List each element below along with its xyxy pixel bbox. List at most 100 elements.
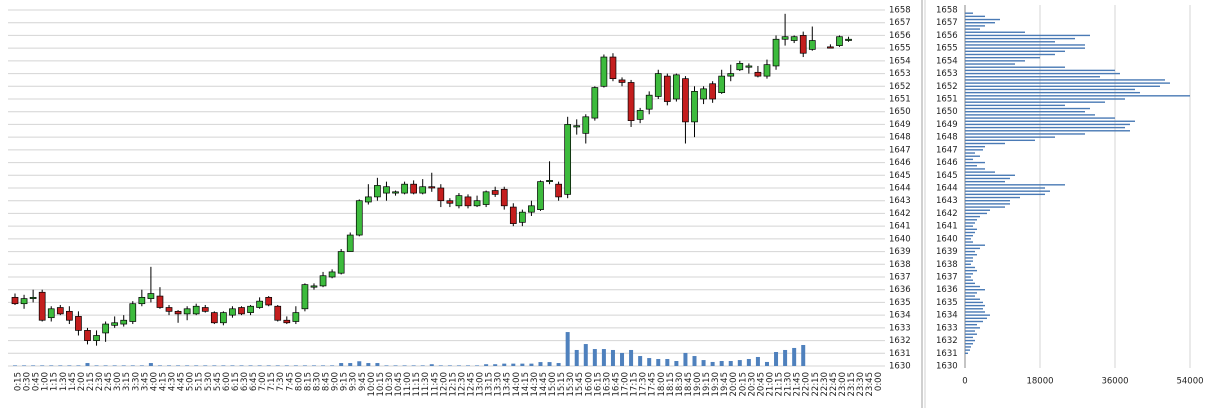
y-tick-label: 1654 (889, 56, 911, 66)
x-tick-label: 21:00 (765, 372, 775, 397)
x-tick-label: 12:30 (457, 372, 467, 397)
x-tick-label: 6:15 (231, 372, 241, 391)
y-tick-label: 1648 (936, 133, 958, 143)
candle-body (374, 185, 381, 198)
x-tick-label: 10:30 (385, 372, 395, 397)
x-tick-label: 4:30 (168, 372, 178, 391)
volume-bar (76, 365, 81, 366)
profile-bar (965, 279, 973, 281)
x-tick-label: 23:00 (838, 372, 848, 397)
candle-body (93, 335, 100, 341)
candle-body (519, 211, 526, 223)
y-tick-label: 1630 (936, 362, 958, 372)
volume-bar (94, 365, 99, 366)
volume-bar (302, 365, 307, 366)
profile-bar (965, 333, 977, 335)
profile-bar (965, 273, 973, 275)
x-tick-label: 22:45 (829, 372, 839, 397)
candle-body (247, 305, 254, 313)
x-tick-label: 1:15 (50, 372, 60, 391)
profile-bar (965, 123, 1130, 126)
volume-bar (638, 356, 643, 366)
volume-bar (529, 363, 534, 366)
x-tick-label: 18:30 (675, 372, 685, 397)
volume-bar (538, 362, 543, 366)
volume-bar (629, 349, 634, 366)
candle-body (183, 308, 191, 315)
profile-bar (965, 37, 1075, 40)
volume-bar (85, 363, 90, 366)
candle-body (428, 186, 436, 189)
profile-bar (965, 190, 1050, 192)
x-tick-label: 16:45 (611, 372, 621, 397)
profile-bar (965, 15, 985, 18)
profile-bar (965, 187, 1045, 189)
profile-bar (965, 247, 980, 250)
candle-body (138, 296, 146, 305)
candle-body (174, 310, 182, 315)
x-tick-label: 8:30 (312, 372, 322, 391)
profile-bar (965, 289, 985, 291)
volume-bar (366, 363, 371, 366)
volume-bar (429, 364, 434, 366)
profile-bar (965, 25, 985, 27)
x-tick-label: 21:30 (784, 372, 794, 397)
y-tick-label: 1652 (936, 82, 958, 92)
x-tick-label: 15:00 (548, 372, 558, 397)
volume-bar (13, 365, 17, 366)
x-tick-label: 5:15 (195, 372, 205, 391)
x-tick-label: 10:15 (376, 372, 386, 397)
candle-body (328, 271, 336, 278)
candle-body (401, 183, 408, 194)
volume-bar (176, 365, 181, 366)
candle-body (500, 188, 508, 207)
profile-bar (965, 69, 1115, 72)
x-tick-label: 21:15 (775, 372, 785, 397)
x-tick-label: 16:15 (593, 372, 603, 397)
profile-bar (965, 231, 975, 234)
x-tick-label: 20:30 (747, 372, 757, 397)
volume-bar (719, 361, 724, 366)
x-tick-label: 10:45 (394, 372, 404, 397)
x-tick-label: 3:45 (140, 372, 150, 391)
volume-bar (311, 365, 316, 366)
profile-bar (965, 320, 983, 323)
candle-body (229, 308, 236, 316)
candle-body (129, 303, 137, 322)
x-tick-label: 0:30 (23, 372, 33, 391)
x-tick-label: 3:00 (113, 372, 123, 391)
profile-bar (965, 184, 1065, 186)
volume-bar (456, 365, 461, 366)
x-tick-label: 20:15 (738, 372, 748, 397)
volume-bar (139, 365, 144, 366)
volume-bar (157, 365, 162, 366)
profile-bar (965, 63, 1015, 65)
candle-body (573, 125, 581, 128)
profile-bar (965, 339, 975, 342)
candle-body (337, 251, 345, 274)
x-tick-label: 0:15 (14, 372, 24, 391)
x-tick-label: 7:45 (285, 372, 295, 391)
profile-bar (965, 79, 1165, 81)
y-tick-label: 1637 (936, 273, 958, 283)
x-tick-label: 15:45 (575, 372, 585, 397)
profile-bar (965, 130, 1130, 132)
y-tick-label: 1634 (936, 311, 958, 321)
candle-body (20, 298, 28, 305)
x-tick-label: 11:00 (403, 372, 413, 397)
candle-body (645, 94, 653, 110)
x-tick-label: 18:15 (666, 372, 676, 397)
candle-body (654, 73, 662, 97)
profile-bar (965, 215, 980, 218)
candle-body (265, 296, 273, 306)
y-tick-label: 1635 (936, 298, 958, 308)
profile-bar (965, 180, 1005, 183)
profile-bar (965, 285, 980, 288)
profile-bar (965, 168, 985, 170)
profile-bar (965, 41, 1055, 43)
x-tick-label: 17:30 (639, 372, 649, 397)
y-tick-label: 1647 (936, 145, 958, 155)
volume-bar (737, 360, 742, 366)
candle-body (591, 87, 599, 119)
candle-body (310, 285, 318, 288)
